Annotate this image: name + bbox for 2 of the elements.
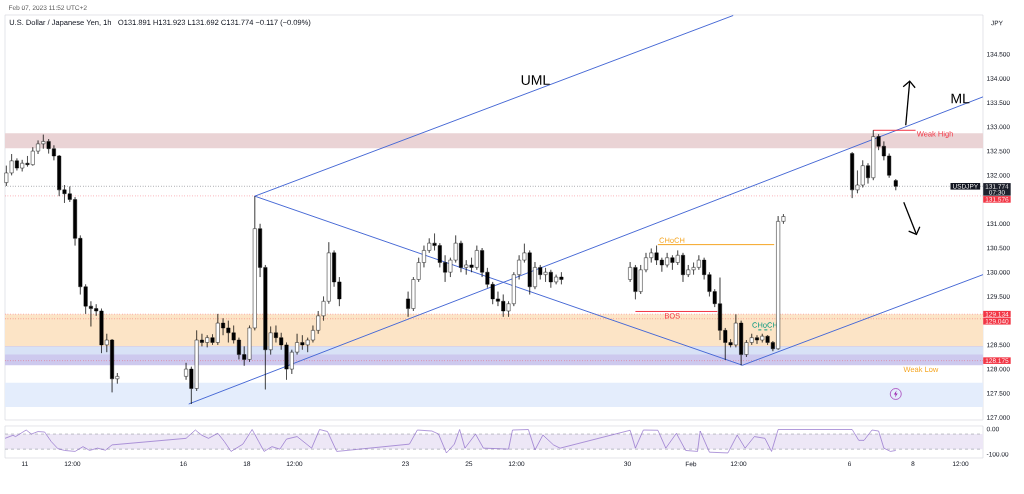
series-label: UML [521,75,550,85]
series-label: ML [951,93,970,104]
